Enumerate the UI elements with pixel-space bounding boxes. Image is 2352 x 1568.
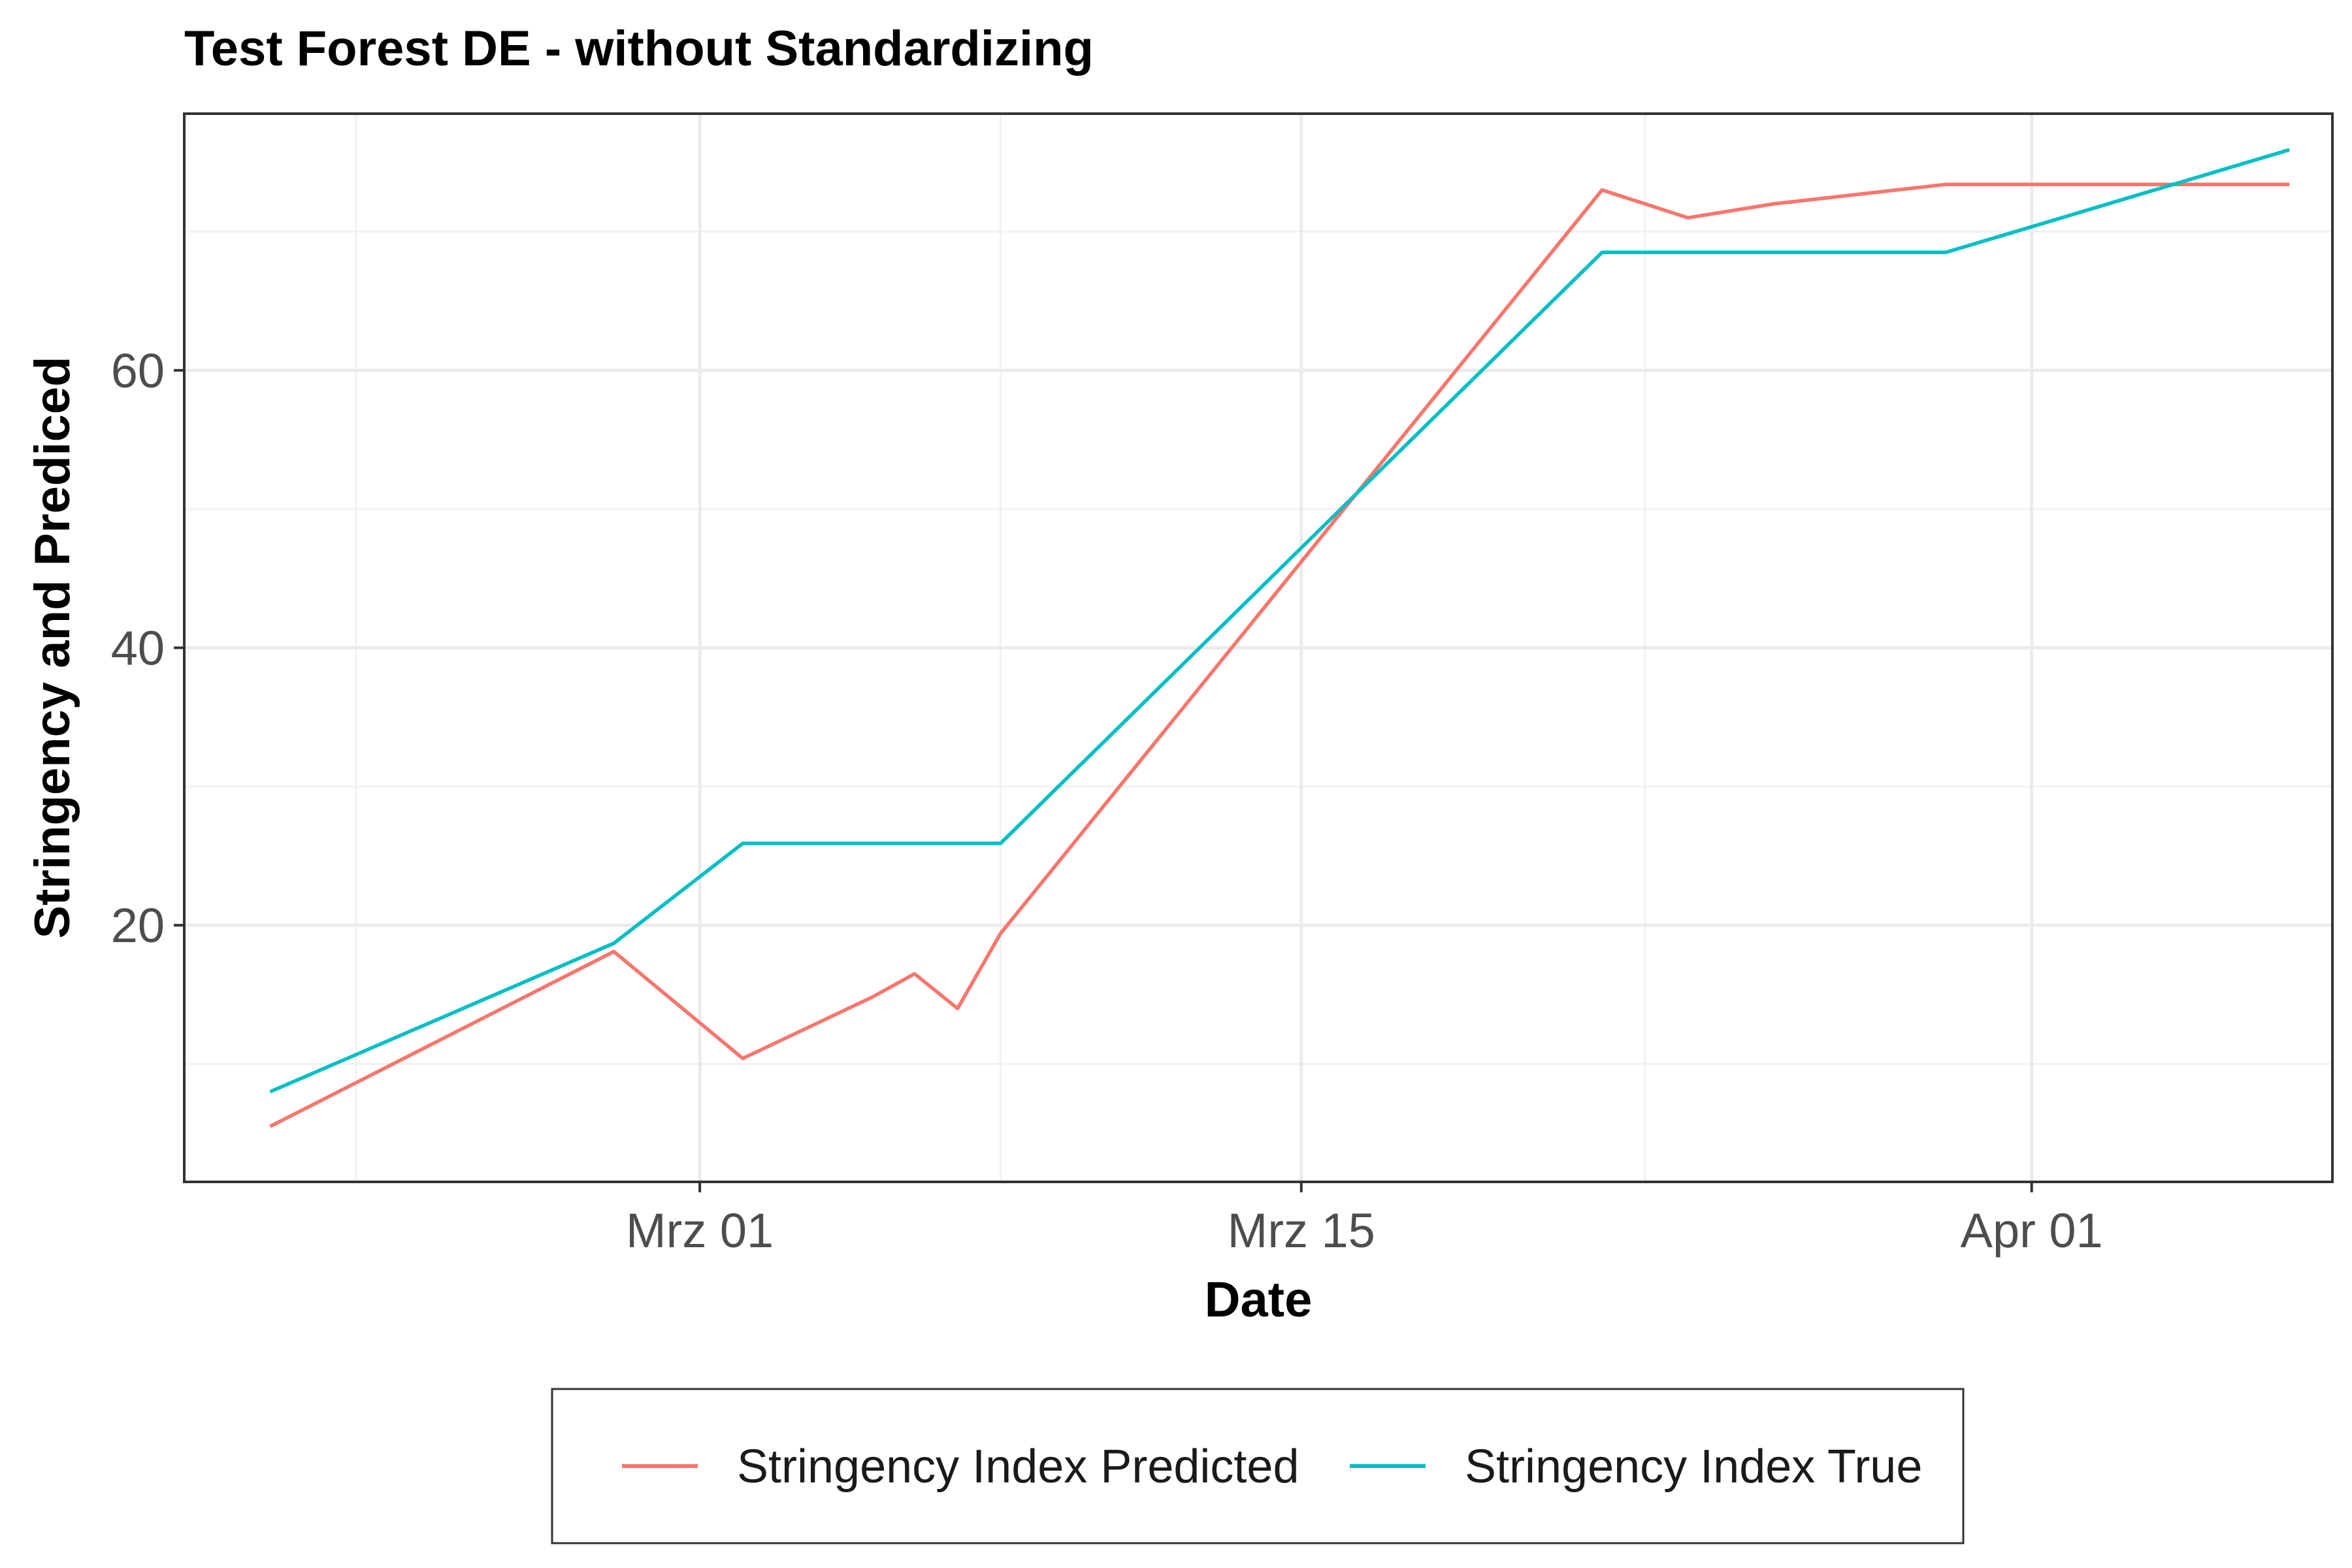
- y-tick-label: 60: [111, 344, 165, 398]
- legend-label-true: Stringency Index True: [1465, 1441, 1922, 1493]
- series-lines: [269, 148, 2290, 1128]
- x-tick-label: Apr 01: [1961, 1203, 2103, 1258]
- y-tick-label: 40: [111, 621, 165, 676]
- x-tick-label: Mrz 01: [626, 1203, 774, 1258]
- y-axis: 20 40 60: [111, 344, 184, 953]
- series-line-predicted: [269, 182, 2290, 1128]
- x-tick-label: Mrz 15: [1228, 1203, 1375, 1258]
- legend-label-predicted: Stringency Index Predicted: [737, 1441, 1299, 1493]
- chart-title: Test Forest DE - without Standardizing: [184, 21, 1094, 76]
- y-tick-label: 20: [111, 898, 165, 953]
- grid-major: [184, 114, 2332, 1182]
- x-axis-title: Date: [1205, 1272, 1313, 1328]
- legend: Stringency Index Predicted Stringency Ind…: [551, 1388, 1965, 1544]
- y-axis-title: Stringency and Prediced: [25, 356, 80, 938]
- series-line-true: [269, 148, 2290, 1094]
- x-axis: Mrz 01 Mrz 15 Apr 01: [626, 1182, 2103, 1258]
- legend-box: [551, 1388, 1965, 1544]
